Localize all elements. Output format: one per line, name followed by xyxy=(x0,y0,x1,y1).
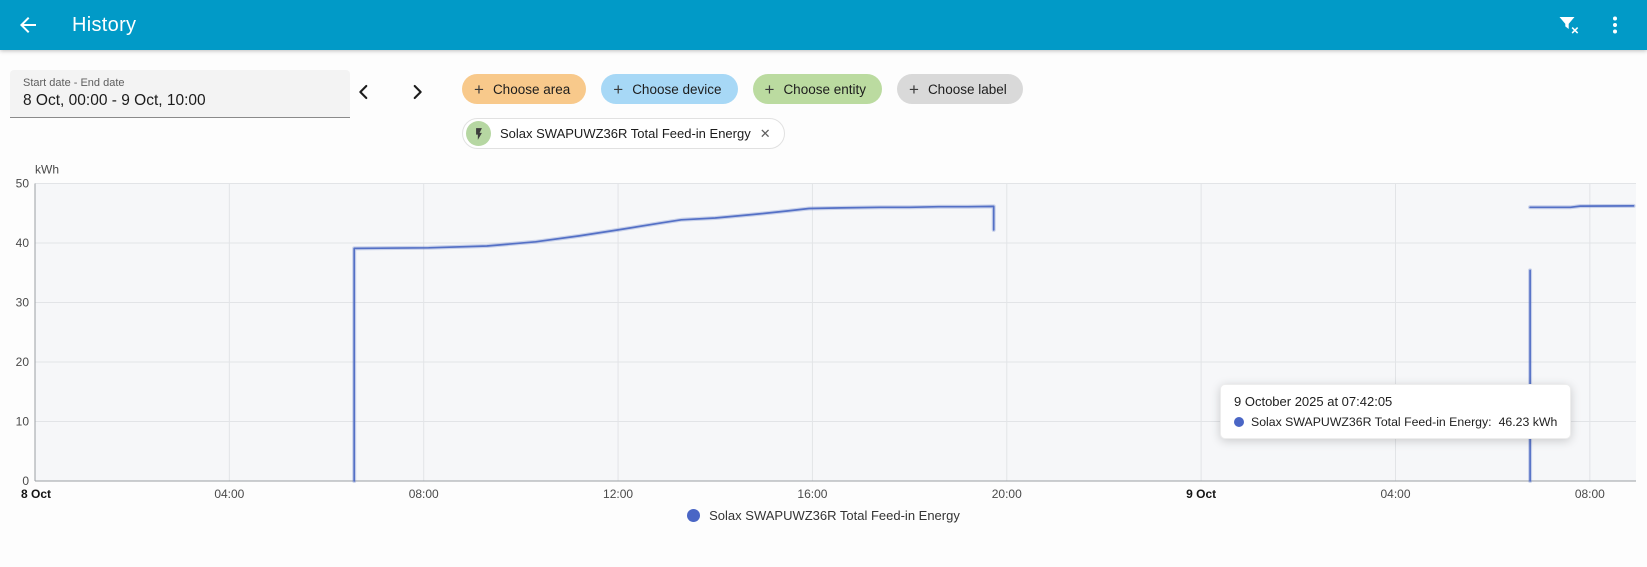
y-tick-label: 10 xyxy=(16,415,30,429)
series-line xyxy=(353,205,995,482)
y-tick-label: 30 xyxy=(16,296,30,310)
x-tick-label: 16:00 xyxy=(797,487,827,501)
filter-chips-row: + Choose area + Choose device + Choose e… xyxy=(462,74,1023,104)
tooltip-entry: Solax SWAPUWZ36R Total Feed-in Energy: 4… xyxy=(1234,415,1557,429)
history-chart[interactable]: 0 10 20 30 40 50 8 Oct 04:00 08:00 12:00 16:00 20:0… xyxy=(0,160,1647,508)
filter-remove-icon xyxy=(1557,13,1581,37)
plus-icon: + xyxy=(474,79,484,99)
x-tick-label: 04:00 xyxy=(214,487,244,501)
tooltip-entry-value: 46.23 kWh xyxy=(1498,415,1558,429)
next-period-button[interactable] xyxy=(398,73,436,111)
selected-entities-row: Solax SWAPUWZ36R Total Feed-in Energy ✕ xyxy=(462,118,785,149)
chevron-left-icon xyxy=(353,81,375,103)
close-icon: ✕ xyxy=(759,126,771,141)
page-title: History xyxy=(72,13,137,36)
plus-icon: + xyxy=(909,79,919,99)
lightning-bolt-icon xyxy=(472,127,486,141)
chevron-right-icon xyxy=(406,81,428,103)
series-line xyxy=(1529,205,1635,209)
entity-chip[interactable]: Solax SWAPUWZ36R Total Feed-in Energy ✕ xyxy=(462,118,785,149)
choose-entity-chip[interactable]: + Choose entity xyxy=(752,74,882,104)
arrow-left-icon xyxy=(16,13,40,37)
y-tick-label: 40 xyxy=(16,236,30,250)
date-range-value: 8 Oct, 00:00 - 9 Oct, 10:00 xyxy=(23,92,206,109)
date-range-label: Start date - End date xyxy=(23,77,125,89)
entity-icon-circle xyxy=(466,121,491,146)
legend-series-label: Solax SWAPUWZ36R Total Feed-in Energy xyxy=(709,508,960,523)
legend-series-dot xyxy=(687,509,701,522)
app-bar-actions xyxy=(1549,5,1635,45)
chip-label: Choose device xyxy=(632,81,722,97)
tooltip-entry-label: Solax SWAPUWZ36R Total Feed-in Energy: xyxy=(1251,415,1492,429)
overflow-menu-button[interactable] xyxy=(1595,5,1635,45)
tooltip-timestamp: 9 October 2025 at 07:42:05 xyxy=(1234,394,1393,409)
app-bar: History xyxy=(0,0,1647,50)
date-range-picker[interactable]: Start date - End date 8 Oct, 00:00 - 9 O… xyxy=(10,70,350,118)
remove-filters-button[interactable] xyxy=(1549,5,1589,45)
x-tick-label: 04:00 xyxy=(1380,487,1410,501)
y-tick-label: 20 xyxy=(16,355,30,369)
y-tick-label: 50 xyxy=(16,177,30,191)
chip-label: Choose entity xyxy=(783,81,866,97)
x-tick-label: 9 Oct xyxy=(1186,487,1216,501)
legend-item[interactable]: Solax SWAPUWZ36R Total Feed-in Energy xyxy=(687,508,960,523)
y-tick-label: 0 xyxy=(22,474,29,488)
back-button[interactable] xyxy=(8,5,48,45)
y-axis-unit-label: kWh xyxy=(35,163,59,177)
choose-area-chip[interactable]: + Choose area xyxy=(462,74,587,104)
chart-tooltip: 9 October 2025 at 07:42:05 Solax SWAPUWZ… xyxy=(1220,384,1572,439)
choose-device-chip[interactable]: + Choose device xyxy=(601,74,738,104)
x-tick-label: 20:00 xyxy=(992,487,1022,501)
plus-icon: + xyxy=(764,79,775,99)
entity-chip-label: Solax SWAPUWZ36R Total Feed-in Energy xyxy=(500,126,751,141)
kebab-menu-icon xyxy=(1603,13,1627,37)
remove-entity-button[interactable]: ✕ xyxy=(756,125,775,142)
previous-period-button[interactable] xyxy=(345,73,383,111)
chart-legend: Solax SWAPUWZ36R Total Feed-in Energy xyxy=(0,508,1647,523)
x-tick-label: 08:00 xyxy=(409,487,439,501)
x-tick-label: 08:00 xyxy=(1575,487,1605,501)
plus-icon: + xyxy=(613,79,624,99)
x-tick-label: 8 Oct xyxy=(21,487,51,501)
chip-label: Choose label xyxy=(927,81,1007,97)
chip-label: Choose area xyxy=(492,81,571,97)
choose-label-chip[interactable]: + Choose label xyxy=(897,74,1023,104)
tooltip-series-dot xyxy=(1234,417,1244,427)
x-tick-label: 12:00 xyxy=(603,487,633,501)
